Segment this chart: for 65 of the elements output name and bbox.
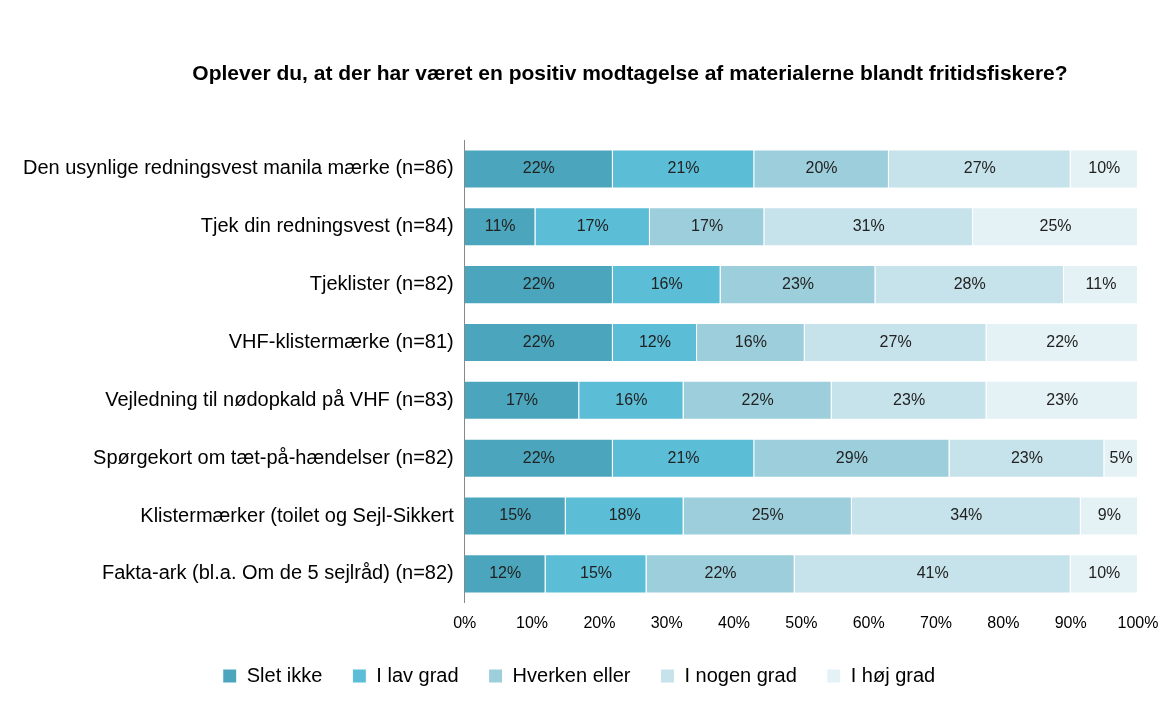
data-label: 12% [489,564,522,582]
data-label: 22% [704,564,737,582]
y-tick-label: Den usynlige redningsvest manila mærke (n=86) [23,156,454,179]
x-tick-label: 60% [852,613,885,631]
x-tick-label: 50% [785,613,818,631]
legend-label: Hverken eller [512,663,631,686]
data-label: 15% [499,506,532,524]
data-label: 23% [1010,448,1043,466]
x-tick-label: 10% [516,613,549,631]
data-label: 22% [522,275,555,293]
data-label: 27% [963,159,996,177]
data-label: 11% [1085,275,1117,293]
legend-label: I lav grad [376,663,459,686]
legend-label: I nogen grad [684,663,797,686]
data-label: 21% [667,159,700,177]
data-label: 12% [638,332,671,350]
data-label: 31% [852,217,885,235]
data-label: 22% [741,390,774,408]
data-label: 22% [522,159,555,177]
data-label: 29% [835,448,868,466]
x-tick-label: 80% [987,613,1020,631]
data-label: 10% [1088,564,1121,582]
data-label: 22% [1046,332,1079,350]
data-label: 23% [782,275,815,293]
x-tick-label: 100% [1117,613,1159,631]
data-label: 17% [691,217,724,235]
x-tick-label: 90% [1054,613,1087,631]
chart-title: Oplever du, at der har været en positiv modtagelse af materialerne blandt fritidsfiskere? [191,60,1069,86]
y-tick-label: Fakta-ark (bl.a. Om de 5 sejlråd) (n=82) [101,561,454,584]
y-tick-label: Klistermærker (toilet og Sejl-Sikkert [140,503,455,526]
data-label: 23% [1046,390,1079,408]
legend-label: Slet ikke [246,663,323,686]
legend-label: I høj grad [850,663,936,686]
y-tick-label: Vejledning til nødopkald på VHF (n=83) [105,387,454,410]
data-label: 25% [1039,217,1072,235]
data-label: 15% [580,564,613,582]
data-label: 21% [667,448,700,466]
data-label: 17% [505,390,538,408]
x-tick-label: 20% [583,613,616,631]
data-label: 23% [893,390,926,408]
data-label: 16% [615,390,648,408]
data-label: 18% [608,506,641,524]
x-tick-label: 0% [453,613,477,631]
data-label: 9% [1097,506,1121,524]
x-tick-label: 70% [920,613,953,631]
data-label: 41% [916,564,949,582]
data-label: 11% [484,217,516,235]
y-tick-label: Spørgekort om tæt-på-hændelser (n=82) [93,445,454,468]
data-label: 20% [805,159,838,177]
data-label: 25% [751,506,784,524]
y-tick-label: VHF-klistermærke (n=81) [228,329,454,352]
data-label: 28% [953,275,986,293]
data-label: 22% [522,448,555,466]
data-label: 27% [879,332,912,350]
data-label: 17% [576,217,609,235]
data-label: 10% [1088,159,1121,177]
data-label: 22% [522,332,555,350]
y-tick-label: Tjek din redningsvest (n=84) [200,214,454,237]
x-tick-label: 30% [650,613,683,631]
x-tick-label: 40% [718,613,751,631]
data-label: 34% [950,506,983,524]
y-tick-label: Tjeklister (n=82) [309,272,454,295]
data-label: 16% [734,332,767,350]
data-label: 5% [1109,448,1133,466]
data-label: 16% [650,275,683,293]
